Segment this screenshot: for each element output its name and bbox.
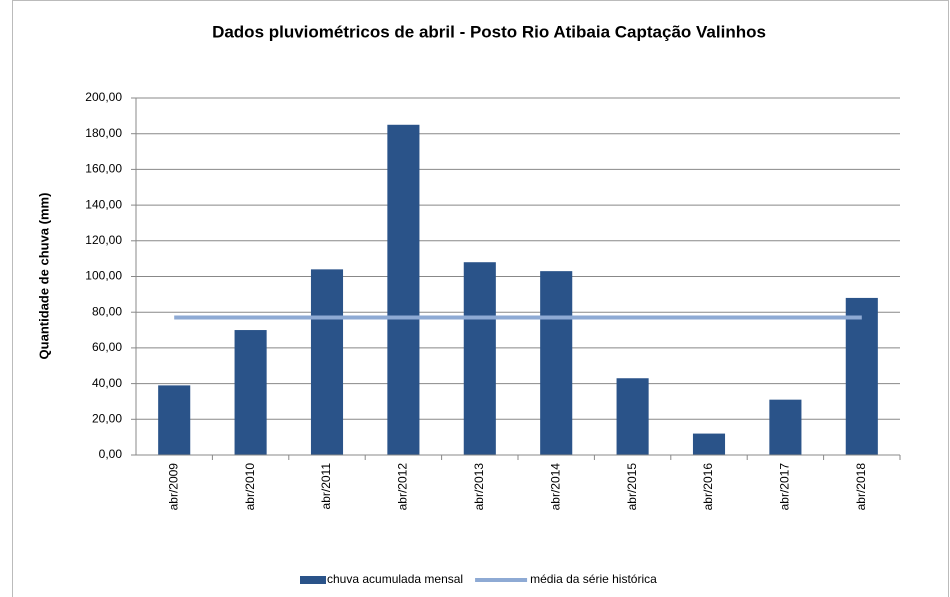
y-axis-label: Quantidade de chuva (mm) [36,193,51,360]
y-tick-label: 60,00 [92,340,122,354]
bar [463,262,496,455]
x-tick-label: abr/2013 [472,463,486,511]
y-tick-label: 100,00 [85,269,122,283]
x-tick-label: abr/2011 [319,463,333,510]
y-tick-label: 180,00 [85,126,122,140]
x-tick-label: abr/2015 [625,463,639,511]
x-tick-label: abr/2010 [243,463,257,511]
bar [616,378,649,455]
chart-frame [12,0,949,597]
x-tick-label: abr/2018 [854,463,868,511]
y-tick-label: 0,00 [99,447,123,461]
y-tick-label: 40,00 [92,376,122,390]
bar [234,330,267,455]
y-tick-label: 120,00 [85,233,122,247]
x-tick-label: abr/2012 [396,463,410,511]
chart-title: Dados pluviométricos de abril - Posto Ri… [212,22,766,41]
bar [387,124,420,456]
y-tick-label: 80,00 [92,304,122,318]
bar [158,385,191,455]
x-tick-label: abr/2017 [778,463,792,511]
legend-swatch [300,576,326,584]
bar [769,399,802,455]
bar [845,297,878,455]
y-tick-label: 20,00 [92,411,122,425]
bar [310,269,344,455]
bar [692,433,726,455]
x-tick-label: abr/2014 [548,463,562,511]
x-tick-label: abr/2009 [166,463,180,511]
y-tick-label: 160,00 [85,162,122,176]
legend-label: chuva acumulada mensal [327,572,463,586]
y-tick-label: 140,00 [85,197,122,211]
y-tick-label: 200,00 [85,90,122,104]
bar [540,271,573,455]
x-tick-label: abr/2016 [701,463,715,511]
legend-label: média da série histórica [530,572,657,586]
